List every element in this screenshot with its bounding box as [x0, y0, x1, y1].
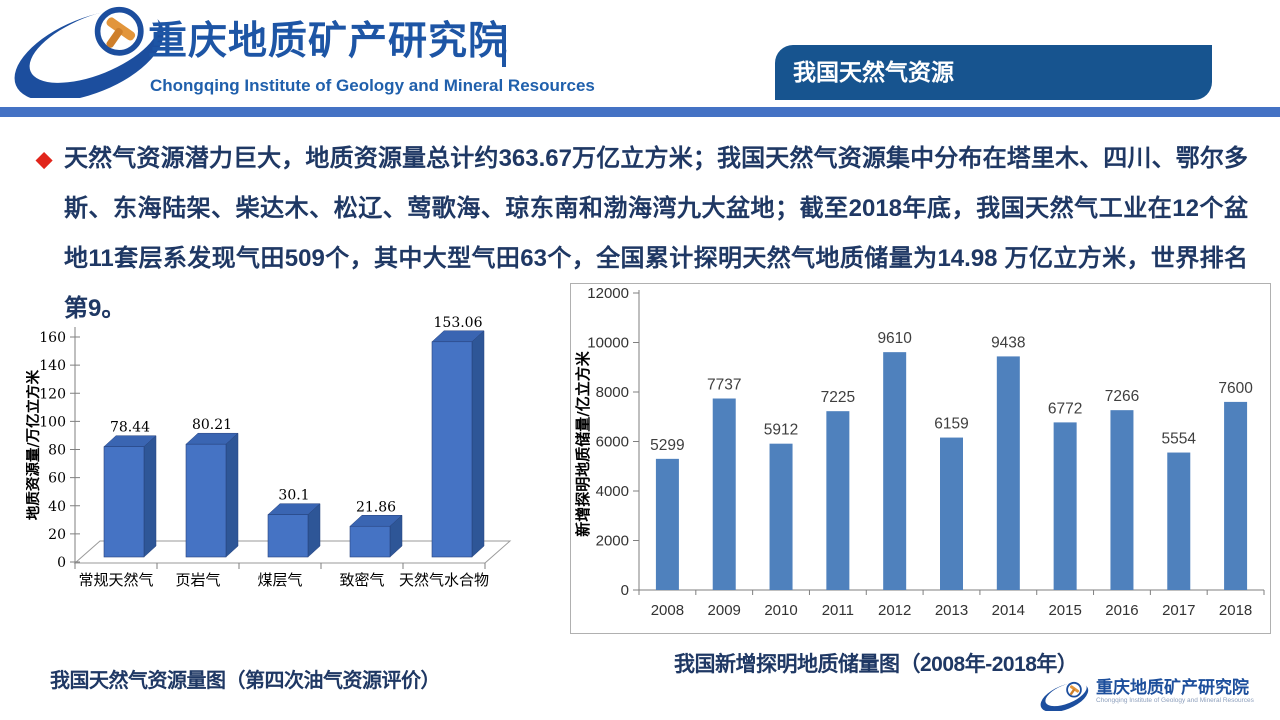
bar-value-label: 6159 [934, 416, 968, 433]
y-tick-label: 0 [621, 582, 629, 599]
bar-value-label: 5912 [764, 422, 798, 439]
bar [712, 398, 736, 590]
bar-value-label: 5299 [650, 437, 684, 454]
category-label: 2014 [992, 602, 1025, 619]
category-label: 2013 [935, 602, 968, 619]
bar-value-label: 7225 [821, 389, 855, 406]
y-tick-label: 140 [39, 358, 66, 374]
accent-stripe [0, 107, 1280, 117]
intro-text: 天然气资源潜力巨大，地质资源量总计约363.67万亿立方米；我国天然气资源集中分… [64, 145, 1248, 322]
category-label: 页岩气 [175, 571, 220, 589]
category-label: 2018 [1219, 602, 1252, 619]
footer-logo-icon [1040, 681, 1089, 711]
bar [1110, 410, 1134, 590]
y-axis-title: 新增探明地质储量/亿立方米 [574, 350, 592, 536]
bar-value-label: 9438 [991, 334, 1025, 351]
bar-value-label: 5554 [1162, 431, 1197, 448]
y-tick-label: 10000 [587, 335, 629, 352]
category-label: 2010 [764, 602, 797, 619]
footer-org-name: 重庆地质矿产研究院 [1096, 678, 1249, 697]
gas-resources-3d-bar-chart: 0 20 40 60 80 100 120 140 160 78.44 常规天然气 80.21 页岩气 3… [26, 315, 512, 589]
bar-value-label: 7600 [1218, 380, 1253, 397]
category-label: 2012 [878, 602, 911, 619]
y-tick-label: 2000 [596, 533, 629, 550]
y-tick-label: 0 [57, 555, 66, 571]
bar [431, 341, 473, 558]
y-tick-label: 6000 [596, 434, 629, 451]
category-label: 2008 [651, 602, 684, 619]
slide-title-box: 我国天然气资源 [775, 45, 1212, 100]
bar-value-label: 7737 [707, 377, 741, 394]
org-name: 重庆地质矿产研究院 [148, 20, 509, 63]
y-tick-label: 40 [48, 499, 66, 515]
bar [1167, 452, 1191, 590]
reserves-chart-frame: 0 2000 4000 6000 8000 10000 12000 5299 2008 7737 2… [570, 283, 1271, 634]
bar-value-label: 6772 [1048, 400, 1082, 417]
bar-value-label: 21.86 [356, 499, 396, 515]
bar-value-label: 9610 [877, 330, 912, 347]
category-label: 2016 [1105, 602, 1138, 619]
right-chart-caption: 我国新增探明地质储量图（2008年-2018年） [674, 653, 1078, 676]
category-label: 致密气 [339, 571, 384, 589]
y-tick-label: 4000 [596, 483, 629, 500]
y-tick-label: 160 [39, 330, 66, 346]
y-tick-label: 12000 [587, 285, 629, 302]
bar [769, 443, 793, 590]
category-label: 2011 [822, 602, 854, 619]
bar-side-face [225, 432, 239, 558]
bar [1224, 401, 1248, 590]
category-label: 煤层气 [257, 571, 302, 589]
bar-side-face [471, 330, 485, 558]
reserves-bar-chart: 0 2000 4000 6000 8000 10000 12000 5299 2008 7737 2… [574, 285, 1265, 619]
category-label: 2009 [708, 602, 741, 619]
y-tick-label: 100 [39, 414, 66, 430]
bar [655, 458, 679, 590]
org-name-en: Chongqing Institute of Geology and Miner… [150, 76, 595, 95]
bar-value-label: 80.21 [192, 417, 232, 433]
intro-paragraph: ◆ 天然气资源潜力巨大，地质资源量总计约363.67万亿立方米；我国天然气资源集… [36, 134, 1248, 334]
y-tick-label: 20 [48, 527, 66, 543]
category-label: 2015 [1048, 602, 1081, 619]
category-label: 2017 [1162, 602, 1195, 619]
org-title-divider [502, 25, 506, 67]
bar [1053, 422, 1077, 590]
bar [996, 356, 1020, 590]
y-tick-label: 120 [39, 386, 66, 402]
slide-title: 我国天然气资源 [793, 59, 954, 85]
y-tick-label: 80 [48, 443, 66, 459]
bar [103, 446, 145, 558]
diamond-bullet-icon: ◆ [36, 148, 53, 171]
org-logo-icon [14, 6, 164, 98]
bar [267, 514, 309, 558]
bar [883, 352, 907, 590]
bar [349, 525, 391, 558]
category-label: 天然气水合物 [399, 571, 489, 589]
bar [826, 411, 850, 590]
footer-logo: 重庆地质矿产研究院 Chongqing Institute of Geology… [1038, 678, 1254, 711]
footer-org-name-en: Chongqing Institute of Geology and Miner… [1096, 697, 1254, 704]
bar-value-label: 30.1 [278, 488, 309, 504]
y-tick-label: 8000 [596, 384, 629, 401]
footer-text-block: 重庆地质矿产研究院 Chongqing Institute of Geology… [1096, 678, 1254, 705]
bar-value-label: 153.06 [434, 315, 483, 331]
y-axis-title: 地质资源量/万亿立方米 [26, 369, 42, 520]
bar-side-face [143, 435, 157, 558]
bar-value-label: 78.44 [110, 420, 150, 436]
bar [940, 437, 963, 590]
bar-value-label: 7266 [1105, 388, 1139, 405]
left-chart-caption: 我国天然气资源量图（第四次油气资源评价） [50, 670, 441, 692]
bar [185, 443, 227, 558]
y-tick-label: 60 [48, 471, 66, 487]
category-label: 常规天然气 [78, 571, 153, 589]
